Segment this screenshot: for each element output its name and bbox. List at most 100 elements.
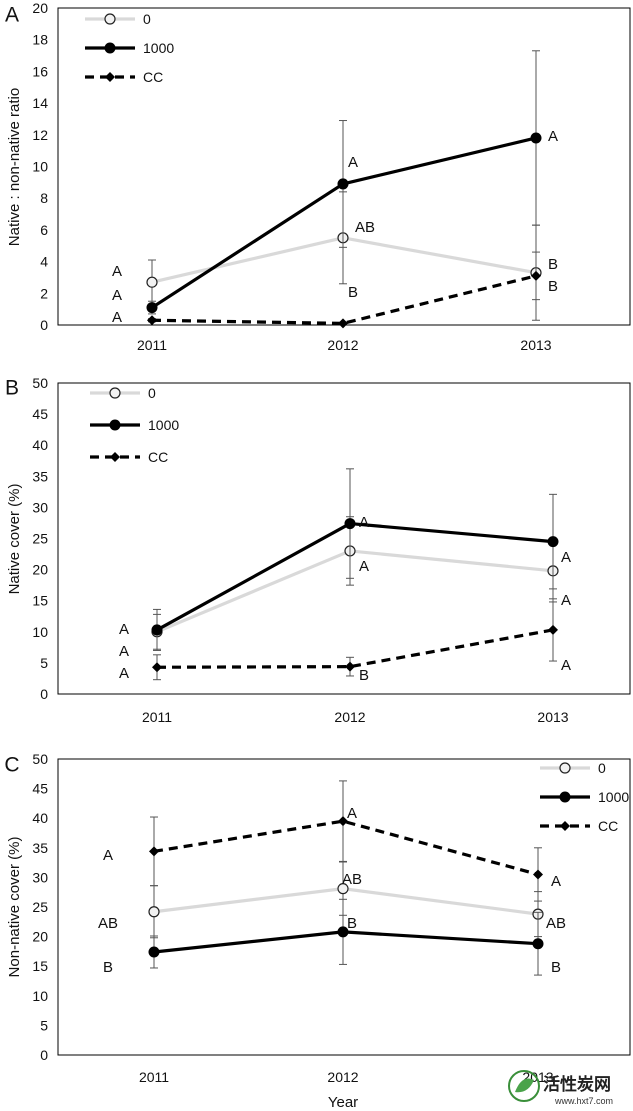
x-tick-label: 2013 <box>520 337 551 353</box>
watermark-logo-icon <box>508 1070 540 1102</box>
significance-letter: A <box>119 621 129 638</box>
series-line <box>151 274 537 326</box>
y-tick-label: 30 <box>32 869 48 885</box>
data-point <box>338 816 348 827</box>
y-tick-label: 20 <box>32 0 48 16</box>
y-tick-label: 40 <box>32 437 48 453</box>
y-tick-label: 25 <box>32 899 48 915</box>
significance-letter: A <box>561 549 571 566</box>
significance-letter: A <box>359 558 369 575</box>
series-line <box>151 236 537 284</box>
significance-letter: B <box>548 278 558 295</box>
data-point <box>148 906 160 918</box>
y-tick-label: 15 <box>32 593 48 609</box>
y-tick-label: 20 <box>32 929 48 945</box>
x-tick-label: 2012 <box>334 709 365 725</box>
legend-label: 1000 <box>598 789 629 805</box>
significance-letter: A <box>548 128 558 145</box>
data-point <box>146 302 158 314</box>
y-tick-label: 10 <box>32 988 48 1004</box>
data-point <box>530 132 542 144</box>
significance-letter: A <box>112 287 122 304</box>
series-cc: A B A <box>119 598 571 684</box>
watermark-url: www.hxt7.com <box>554 1096 613 1106</box>
legend-marker <box>104 42 116 54</box>
y-tick-label: 2 <box>40 285 48 301</box>
panel-letter: C <box>4 754 19 777</box>
legend-label: CC <box>143 69 163 85</box>
data-point <box>147 315 157 326</box>
legend: 0 1000 CC <box>540 760 629 834</box>
series-line <box>156 549 554 634</box>
y-tick-label: 5 <box>40 1017 48 1033</box>
y-tick-label: 20 <box>32 562 48 578</box>
watermark-name: 活性炭网 <box>543 1074 611 1094</box>
legend-label: 0 <box>598 760 606 776</box>
data-point <box>531 270 541 281</box>
y-tick-label: 14 <box>32 95 48 111</box>
data-point <box>533 869 543 880</box>
watermark-leaf-icon <box>515 1078 534 1093</box>
significance-letter: AB <box>355 219 375 236</box>
legend-marker <box>109 387 121 399</box>
data-point <box>345 661 355 672</box>
legend: 0 1000 CC <box>85 11 174 85</box>
y-tick-label: 0 <box>40 686 48 702</box>
series-1000: AAA <box>112 50 558 315</box>
legend-label: 0 <box>143 11 151 27</box>
data-point <box>338 318 348 329</box>
significance-letter: B <box>548 256 558 273</box>
legend-marker <box>104 13 116 25</box>
series-line <box>156 521 554 632</box>
panel-letter: A <box>5 4 19 27</box>
data-point <box>344 518 356 530</box>
significance-letter: B <box>348 284 358 301</box>
y-tick-label: 45 <box>32 406 48 422</box>
y-axis-title: Native cover (%) <box>6 484 23 595</box>
significance-letter: B <box>359 667 369 684</box>
x-tick-label: 2013 <box>537 709 568 725</box>
x-tick-label: 2012 <box>327 337 358 353</box>
legend-marker <box>109 419 121 431</box>
y-tick-label: 6 <box>40 222 48 238</box>
panel-c: C Non-native cover (%) 0 5 10 15 20 25 30 35 40 45 5… <box>4 751 631 1085</box>
legend-marker <box>559 791 571 803</box>
significance-letter: AB <box>98 915 118 932</box>
y-tick-label: 25 <box>32 531 48 547</box>
legend-label: CC <box>148 449 168 465</box>
significance-letter: AB <box>546 915 566 932</box>
y-tick-label: 45 <box>32 781 48 797</box>
significance-letter: B <box>347 915 357 932</box>
series-line <box>153 819 539 876</box>
legend-marker <box>105 72 115 82</box>
data-point <box>152 662 162 673</box>
significance-letter: A <box>348 154 358 171</box>
watermark: 活性炭网 www.hxt7.com <box>508 1070 613 1106</box>
series-line <box>151 136 537 309</box>
significance-letter: A <box>359 514 369 531</box>
legend-label: CC <box>598 818 618 834</box>
legend-marker <box>559 762 571 774</box>
significance-letter: A <box>119 643 129 660</box>
legend-marker <box>110 452 120 462</box>
legend-label: 0 <box>148 385 156 401</box>
significance-letter: A <box>561 592 571 609</box>
significance-letter: AB <box>342 871 362 888</box>
significance-letter: A <box>112 263 122 280</box>
data-point <box>149 846 159 857</box>
significance-letter: A <box>551 873 561 890</box>
panel-letter: B <box>5 377 19 400</box>
panel-b: B Native cover (%) 0 5 10 15 20 25 30 35 40 45 50 201… <box>5 375 631 725</box>
legend-label: 1000 <box>148 417 179 433</box>
significance-letter: A <box>112 309 122 326</box>
plot-frame <box>57 382 631 695</box>
data-point <box>148 946 160 958</box>
y-axis-title: Non-native cover (%) <box>6 837 23 978</box>
data-point <box>337 178 349 190</box>
x-axis-title: Year <box>328 1094 358 1111</box>
y-tick-label: 10 <box>32 624 48 640</box>
significance-letter: B <box>551 959 561 976</box>
y-tick-label: 8 <box>40 190 48 206</box>
